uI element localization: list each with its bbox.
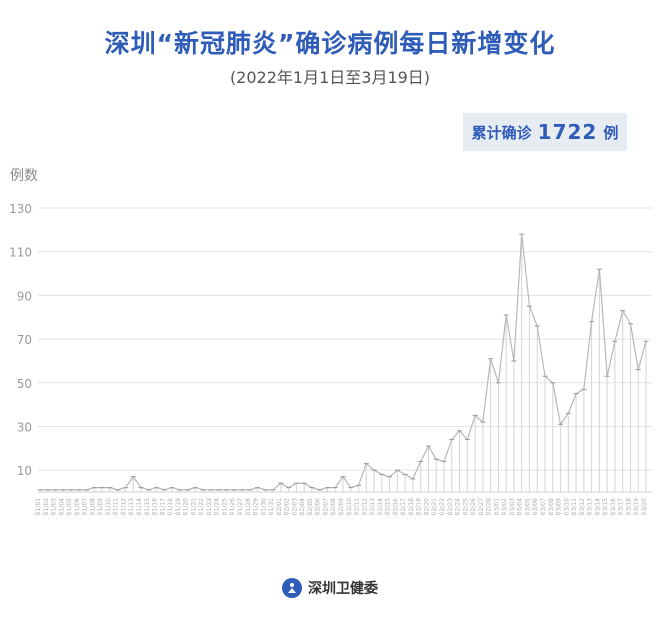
x-tick-label: 01/09	[97, 498, 104, 515]
x-tick-label: 02/21	[431, 498, 438, 515]
x-tick-label: 03/05	[524, 498, 531, 515]
x-tick-label: 01/04	[58, 498, 65, 515]
footer-org-name: 深圳卫健委	[308, 581, 378, 597]
x-tick-label: 01/31	[268, 498, 275, 515]
x-tick-label: 01/25	[221, 498, 228, 515]
x-tick-label: 03/11	[571, 498, 578, 515]
x-tick-label: 01/07	[82, 498, 89, 515]
x-tick-label: 02/18	[408, 498, 415, 515]
series-line	[40, 234, 647, 491]
total-cases-badge: 累计确诊 1722 例	[463, 113, 627, 151]
y-tick-label: 10	[17, 464, 32, 478]
chart-subtitle: (2022年1月1日至3月19日)	[229, 68, 431, 87]
x-tick-label: 01/02	[43, 498, 50, 515]
x-tick-label: 02/27	[478, 498, 485, 515]
x-tick-label: 03/19	[633, 498, 640, 515]
x-tick-label: 01/21	[190, 498, 197, 515]
x-tick-label: 01/05	[66, 498, 73, 515]
x-tick-label: 02/06	[315, 498, 322, 515]
x-tick-label: 01/28	[245, 498, 252, 515]
x-tick-label: 01/15	[144, 498, 151, 515]
x-tick-label: 02/14	[377, 498, 384, 515]
x-tick-label: 01/03	[51, 498, 58, 515]
x-tick-label: 02/10	[346, 498, 353, 515]
x-tick-label: 01/29	[253, 498, 260, 515]
x-tick-label: 03/08	[548, 498, 555, 515]
total-cases-value: 1722	[537, 120, 598, 144]
x-tick-label: 03/10	[563, 498, 570, 515]
y-tick-label: 50	[17, 377, 32, 391]
x-tick-label: 02/13	[369, 498, 376, 515]
x-tick-label: 02/07	[322, 498, 329, 515]
x-tick-label: 02/15	[385, 498, 392, 515]
x-tick-label: 02/11	[354, 498, 361, 515]
total-cases-label: 累计确诊	[471, 123, 532, 142]
x-tick-label: 01/13	[128, 498, 135, 515]
x-tick-label: 02/01	[276, 498, 283, 515]
x-tick-label: 02/20	[423, 498, 430, 515]
x-tick-label: 01/10	[105, 498, 112, 515]
x-tick-label: 03/06	[532, 498, 539, 515]
x-tick-label: 01/01	[35, 498, 42, 515]
x-tick-label: 03/17	[618, 498, 625, 515]
x-tick-label: 01/24	[214, 498, 221, 515]
x-tick-label: 02/24	[455, 498, 462, 515]
x-tick-label: 03/02	[501, 498, 508, 515]
x-tick-label: 02/12	[361, 498, 368, 515]
x-tick-label: 02/19	[416, 498, 423, 515]
x-tick-label: 03/03	[509, 498, 516, 515]
x-tick-label: 01/30	[260, 498, 267, 515]
x-tick-label: 03/16	[610, 498, 617, 515]
x-tick-label: 02/23	[447, 498, 454, 515]
x-tick-label: 01/14	[136, 498, 143, 515]
x-tick-label: 01/11	[113, 498, 120, 515]
x-tick-label: 01/16	[152, 498, 159, 515]
x-tick-label: 03/18	[625, 498, 632, 515]
x-tick-label: 02/02	[284, 498, 291, 515]
x-tick-label: 01/08	[89, 498, 96, 515]
footer: 深圳卫健委	[0, 578, 660, 598]
x-tick-label: 03/01	[493, 498, 500, 515]
x-tick-label: 02/04	[299, 498, 306, 515]
x-tick-label: 01/27	[237, 498, 244, 515]
x-tick-label: 03/14	[594, 498, 601, 515]
x-tick-label: 03/20	[641, 498, 648, 515]
x-tick-label: 01/06	[74, 498, 81, 515]
total-cases-unit: 例	[603, 123, 619, 142]
x-tick-label: 01/22	[198, 498, 205, 515]
x-tick-label: 01/23	[206, 498, 213, 515]
chart-title: 深圳“新冠肺炎”确诊病例每日新增变化	[104, 29, 556, 58]
x-tick-label: 01/12	[120, 498, 127, 515]
y-tick-label: 70	[17, 333, 32, 347]
x-tick-label: 02/08	[330, 498, 337, 515]
x-tick-label: 03/12	[579, 498, 586, 515]
x-tick-label: 01/19	[175, 498, 182, 515]
x-tick-label: 01/18	[167, 498, 174, 515]
x-tick-label: 03/04	[517, 498, 524, 515]
x-tick-label: 01/17	[159, 498, 166, 515]
x-tick-label: 03/13	[587, 498, 594, 515]
x-tick-label: 01/20	[183, 498, 190, 515]
x-tick-label: 02/26	[470, 498, 477, 515]
y-tick-label: 30	[17, 420, 32, 434]
x-tick-label: 02/17	[400, 498, 407, 515]
y-tick-label: 110	[9, 246, 32, 260]
x-tick-label: 03/07	[540, 498, 547, 515]
x-tick-label: 02/25	[462, 498, 469, 515]
health-commission-logo-icon	[282, 578, 302, 598]
x-tick-label: 02/03	[291, 498, 298, 515]
x-tick-label: 02/22	[439, 498, 446, 515]
y-axis-label: 例数	[10, 168, 38, 184]
x-tick-label: 02/05	[307, 498, 314, 515]
x-tick-label: 02/28	[486, 498, 493, 515]
x-tick-label: 03/09	[556, 498, 563, 515]
x-tick-label: 01/26	[229, 498, 236, 515]
x-tick-label: 03/15	[602, 498, 609, 515]
y-tick-label: 130	[9, 202, 32, 216]
y-tick-label: 90	[17, 289, 32, 303]
x-tick-label: 02/16	[392, 498, 399, 515]
x-tick-label: 02/09	[338, 498, 345, 515]
